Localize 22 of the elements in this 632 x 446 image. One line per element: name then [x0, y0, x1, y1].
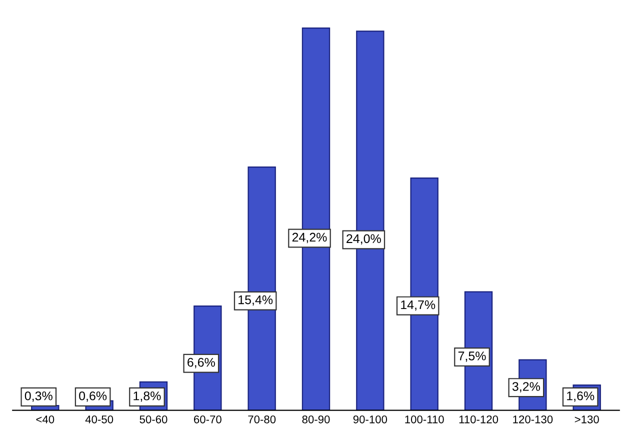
x-tick-label: 70-80 — [248, 415, 276, 424]
x-tick-label: 90-100 — [353, 415, 388, 424]
x-tick-label: 80-90 — [302, 415, 330, 424]
x-tick-label: 110-120 — [459, 415, 498, 424]
data-label: 24,0% — [346, 234, 381, 245]
data-label: 1,6% — [567, 391, 594, 402]
data-label: 15,4% — [238, 295, 273, 306]
data-label: 7,5% — [458, 352, 486, 362]
data-label: 0,3% — [24, 391, 52, 402]
x-tick-label: 100-110 — [405, 415, 444, 424]
data-label: 0,6% — [79, 391, 107, 402]
data-label: 14,7% — [401, 300, 436, 311]
x-tick-label: 50-60 — [140, 415, 168, 424]
x-tick-label: 120-130 — [513, 415, 553, 424]
x-tick-label: <40 — [36, 415, 54, 424]
data-label: 6,6% — [188, 358, 215, 368]
data-label: 24,2% — [292, 232, 327, 244]
data-label: 1,8% — [134, 391, 161, 402]
x-tick-label: >130 — [574, 415, 599, 424]
x-tick-label: 60-70 — [194, 415, 222, 424]
data-label: 3,2% — [512, 382, 540, 392]
x-tick-label: 40-50 — [85, 415, 114, 424]
